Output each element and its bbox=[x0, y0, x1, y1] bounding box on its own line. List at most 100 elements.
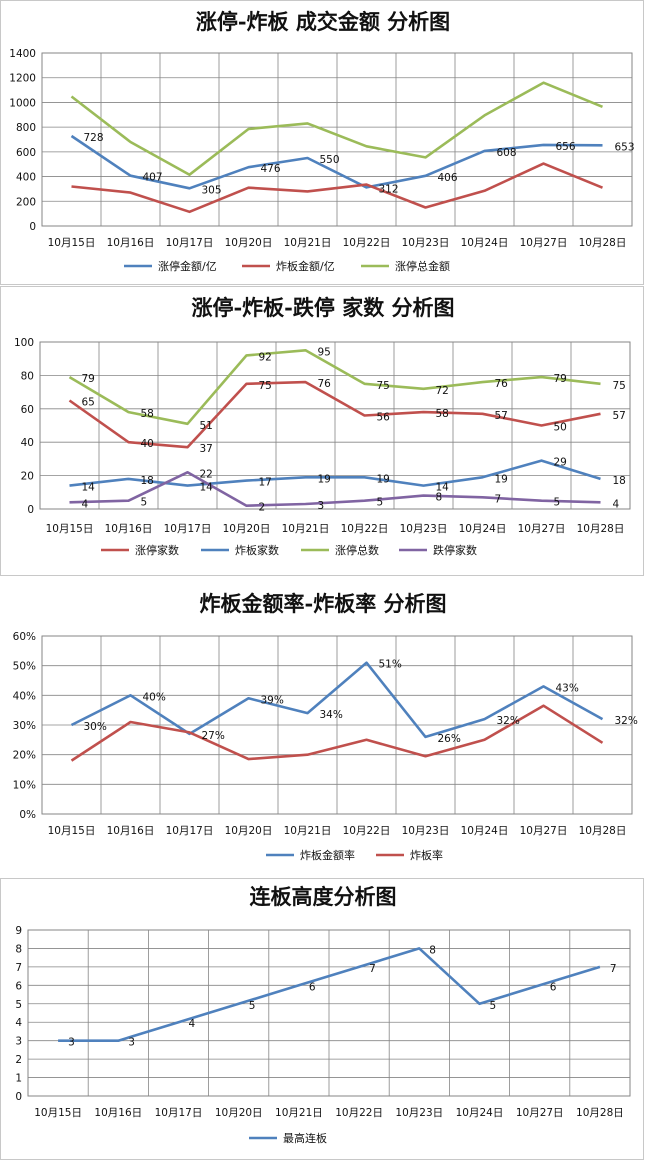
x-tick-label: 10月27日 bbox=[520, 237, 568, 249]
y-tick-label: 4 bbox=[15, 1017, 22, 1029]
y-tick-label: 800 bbox=[16, 122, 36, 134]
x-tick-label: 10月15日 bbox=[34, 1107, 82, 1119]
y-tick-label: 6 bbox=[15, 980, 22, 992]
x-tick-label: 10月27日 bbox=[516, 1107, 564, 1119]
x-tick-label: 10月24日 bbox=[461, 825, 509, 837]
y-tick-label: 100 bbox=[14, 337, 34, 349]
y-tick-label: 7 bbox=[15, 962, 22, 974]
data-label: 40% bbox=[143, 691, 166, 703]
data-label: 14 bbox=[82, 482, 96, 494]
data-label: 18 bbox=[141, 475, 154, 487]
x-tick-label: 10月17日 bbox=[166, 825, 214, 837]
x-tick-label: 10月28日 bbox=[579, 825, 627, 837]
data-label: 3 bbox=[128, 1037, 135, 1049]
y-tick-label: 40 bbox=[21, 437, 34, 449]
y-tick-label: 3 bbox=[15, 1036, 22, 1048]
data-label: 476 bbox=[261, 163, 281, 175]
y-tick-label: 2 bbox=[15, 1054, 22, 1066]
x-tick-label: 10月22日 bbox=[335, 1107, 383, 1119]
x-tick-label: 10月17日 bbox=[166, 237, 214, 249]
data-label: 29 bbox=[554, 457, 567, 469]
data-label: 7 bbox=[369, 963, 376, 975]
data-label: 43% bbox=[556, 682, 579, 694]
y-tick-label: 5 bbox=[15, 999, 22, 1011]
data-label: 50 bbox=[554, 422, 567, 434]
chart-ratio-analysis: 炸板金额率-炸板率 分析图 0% 10% 20% 30% 40% 50% 60% 10月15日 1… bbox=[13, 591, 638, 862]
data-label: 26% bbox=[438, 733, 461, 745]
data-label: 407 bbox=[143, 172, 163, 184]
data-label: 19 bbox=[495, 473, 508, 485]
legend-label: 炸板家数 bbox=[235, 543, 279, 557]
x-tick-label: 10月23日 bbox=[395, 1107, 443, 1119]
y-tick-label: 10% bbox=[13, 779, 36, 791]
legend-label: 涨停总金额 bbox=[395, 259, 450, 273]
legend-label: 最高连板 bbox=[283, 1131, 327, 1145]
x-tick-label: 10月21日 bbox=[275, 1107, 323, 1119]
x-tick-label: 10月21日 bbox=[284, 825, 332, 837]
x-tick-label: 10月16日 bbox=[94, 1107, 142, 1119]
chart-title: 连板高度分析图 bbox=[250, 884, 397, 909]
x-tick-label: 10月23日 bbox=[400, 523, 448, 535]
x-tick-label: 10月23日 bbox=[402, 237, 450, 249]
chart-2-frame bbox=[0, 286, 644, 576]
data-label: 18 bbox=[613, 475, 626, 487]
data-label: 4 bbox=[189, 1018, 196, 1030]
x-tick-label: 10月23日 bbox=[402, 825, 450, 837]
data-label: 51% bbox=[379, 659, 402, 671]
legend-label: 涨停金额/亿 bbox=[158, 259, 217, 273]
data-label: 17 bbox=[259, 477, 272, 489]
data-label: 8 bbox=[429, 944, 436, 956]
x-tick-label: 10月27日 bbox=[518, 523, 566, 535]
y-tick-label: 8 bbox=[15, 943, 22, 955]
y-tick-label: 60 bbox=[21, 404, 34, 416]
data-label: 75 bbox=[259, 380, 272, 392]
data-label: 5 bbox=[554, 497, 561, 509]
x-tick-label: 10月15日 bbox=[48, 825, 96, 837]
y-tick-label: 600 bbox=[16, 147, 36, 159]
data-label: 5 bbox=[377, 497, 384, 509]
x-tick-label: 10月15日 bbox=[48, 237, 96, 249]
legend-label: 炸板金额/亿 bbox=[276, 259, 335, 273]
data-label: 95 bbox=[318, 346, 331, 358]
y-tick-label: 0 bbox=[29, 221, 36, 233]
data-label: 92 bbox=[259, 351, 272, 363]
data-label: 79 bbox=[554, 373, 567, 385]
x-tick-label: 10月27日 bbox=[520, 825, 568, 837]
series-line bbox=[71, 162, 603, 214]
x-tick-label: 10月28日 bbox=[579, 237, 627, 249]
data-label: 37 bbox=[200, 443, 213, 455]
legend-label: 炸板金额率 bbox=[300, 848, 355, 862]
legend-label: 跌停家数 bbox=[433, 543, 477, 557]
data-label: 6 bbox=[550, 981, 557, 993]
data-label: 19 bbox=[318, 473, 331, 485]
x-tick-label: 10月16日 bbox=[105, 523, 153, 535]
x-tick-label: 10月28日 bbox=[577, 523, 625, 535]
legend-label: 涨停家数 bbox=[135, 543, 179, 557]
y-tick-label: 0 bbox=[27, 504, 34, 516]
data-label: 3 bbox=[68, 1037, 75, 1049]
y-tick-label: 50% bbox=[13, 661, 36, 673]
data-label: 76 bbox=[495, 378, 509, 390]
data-label: 6 bbox=[309, 981, 316, 993]
data-label: 40 bbox=[141, 438, 154, 450]
data-label: 653 bbox=[615, 141, 635, 153]
chart-title: 涨停-炸板-跌停 家数 分析图 bbox=[191, 295, 454, 320]
data-label: 656 bbox=[556, 141, 576, 153]
data-label: 65 bbox=[82, 396, 95, 408]
y-tick-label: 0 bbox=[15, 1091, 22, 1103]
data-label: 57 bbox=[495, 410, 508, 422]
chart-1-frame bbox=[0, 0, 644, 285]
data-label: 14 bbox=[436, 482, 450, 494]
x-tick-label: 10月24日 bbox=[461, 237, 509, 249]
y-tick-label: 30% bbox=[13, 720, 36, 732]
y-tick-label: 1200 bbox=[9, 73, 36, 85]
x-tick-label: 10月24日 bbox=[459, 523, 507, 535]
data-label: 76 bbox=[318, 378, 332, 390]
x-tick-label: 10月15日 bbox=[46, 523, 94, 535]
data-label: 550 bbox=[320, 154, 340, 166]
series-line bbox=[69, 459, 601, 487]
data-label: 728 bbox=[84, 132, 104, 144]
x-tick-label: 10月16日 bbox=[107, 825, 155, 837]
data-label: 5 bbox=[249, 1000, 256, 1012]
data-label: 34% bbox=[320, 709, 343, 721]
